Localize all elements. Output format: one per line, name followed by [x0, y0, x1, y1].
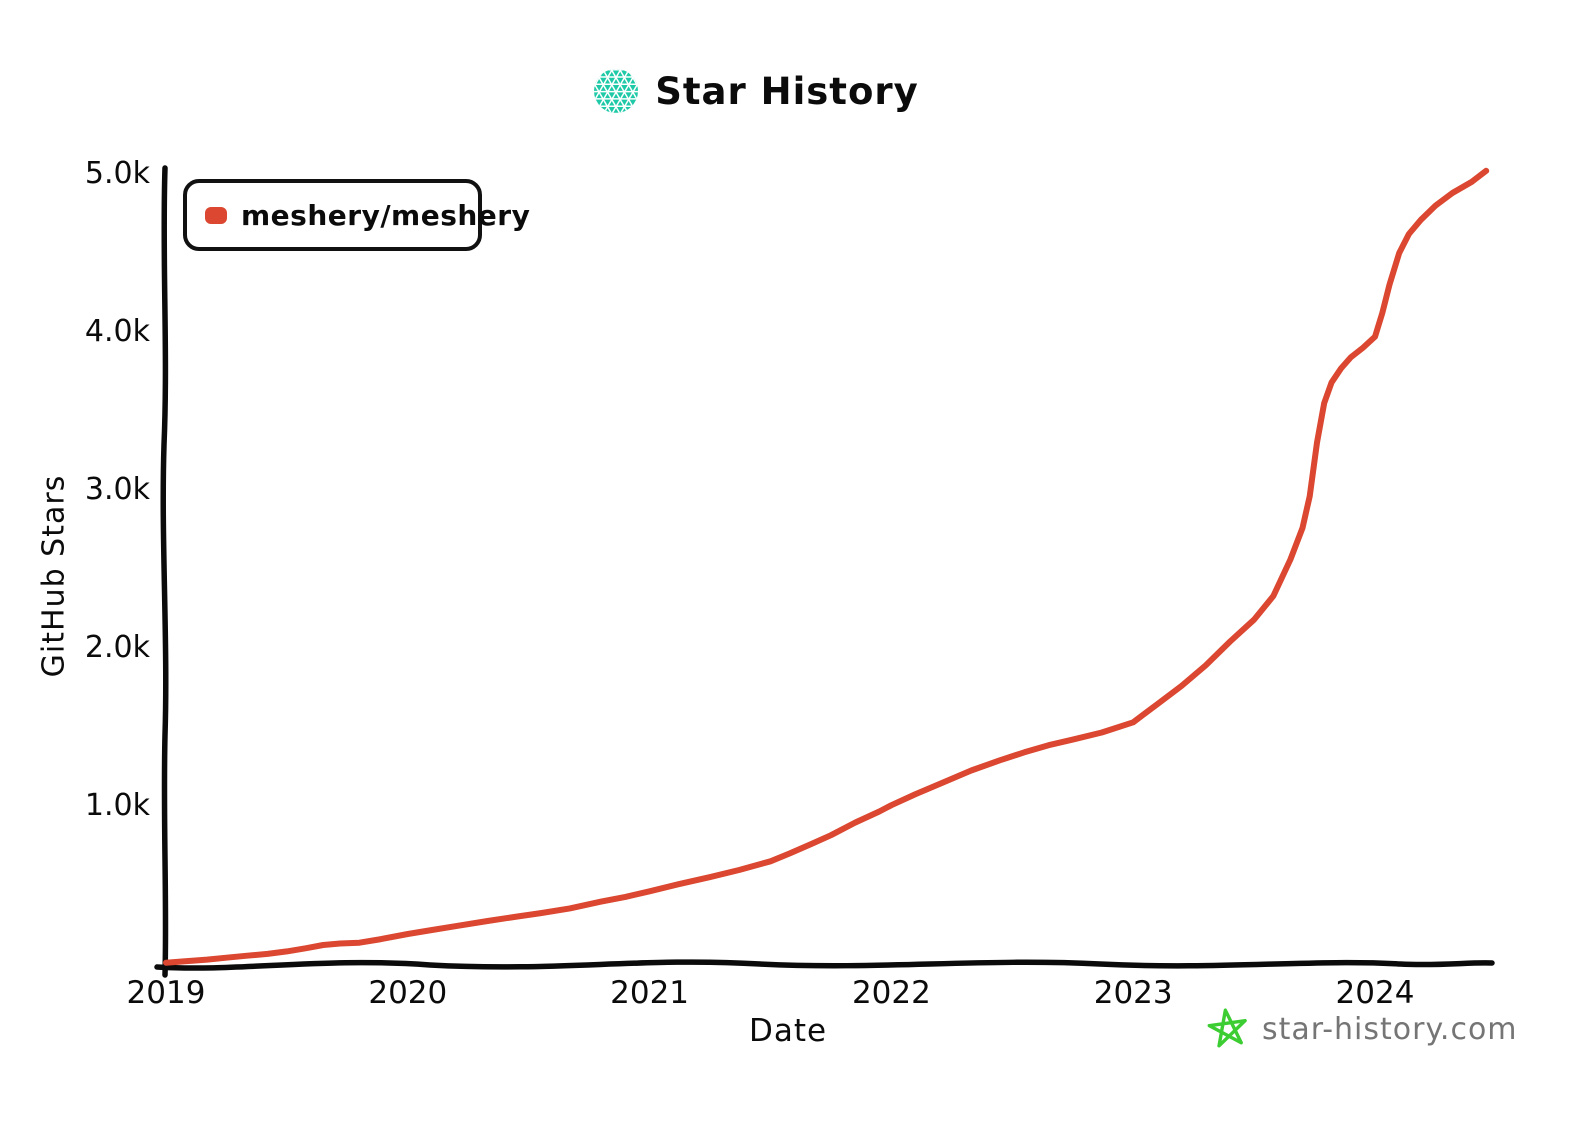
y-axis-title: GitHub Stars — [36, 474, 72, 678]
y-tick-label: 1.0k — [84, 788, 150, 823]
y-tick-label: 3.0k — [84, 472, 150, 507]
page-title: Star History — [655, 69, 919, 113]
x-axis-title: Date — [748, 1013, 828, 1049]
x-tick-label: 2023 — [1093, 975, 1173, 1011]
legend-marker — [205, 206, 227, 224]
watermark-label: star-history.com — [1262, 1011, 1518, 1047]
legend-box: meshery/meshery — [183, 179, 530, 251]
chart-header: Star History — [0, 68, 1544, 114]
y-axis-line — [160, 165, 169, 978]
series-line-meshery — [163, 167, 1490, 966]
watermark-link[interactable]: star-history.com — [1206, 1007, 1518, 1051]
x-tick-label: 2024 — [1335, 975, 1415, 1011]
x-tick-label: 2022 — [851, 975, 931, 1011]
y-tick-label: 2.0k — [84, 630, 150, 665]
x-tick-label: 2021 — [610, 975, 690, 1011]
y-tick-label: 4.0k — [84, 314, 150, 349]
legend-series-label: meshery/meshery — [241, 198, 531, 232]
star-icon — [1207, 1008, 1247, 1048]
y-tick-label: 5.0k — [84, 156, 150, 191]
star-history-logo-icon — [594, 69, 639, 113]
x-tick-label: 2019 — [126, 975, 206, 1011]
x-axis-line — [154, 959, 1495, 971]
x-tick-label: 2020 — [368, 975, 448, 1011]
